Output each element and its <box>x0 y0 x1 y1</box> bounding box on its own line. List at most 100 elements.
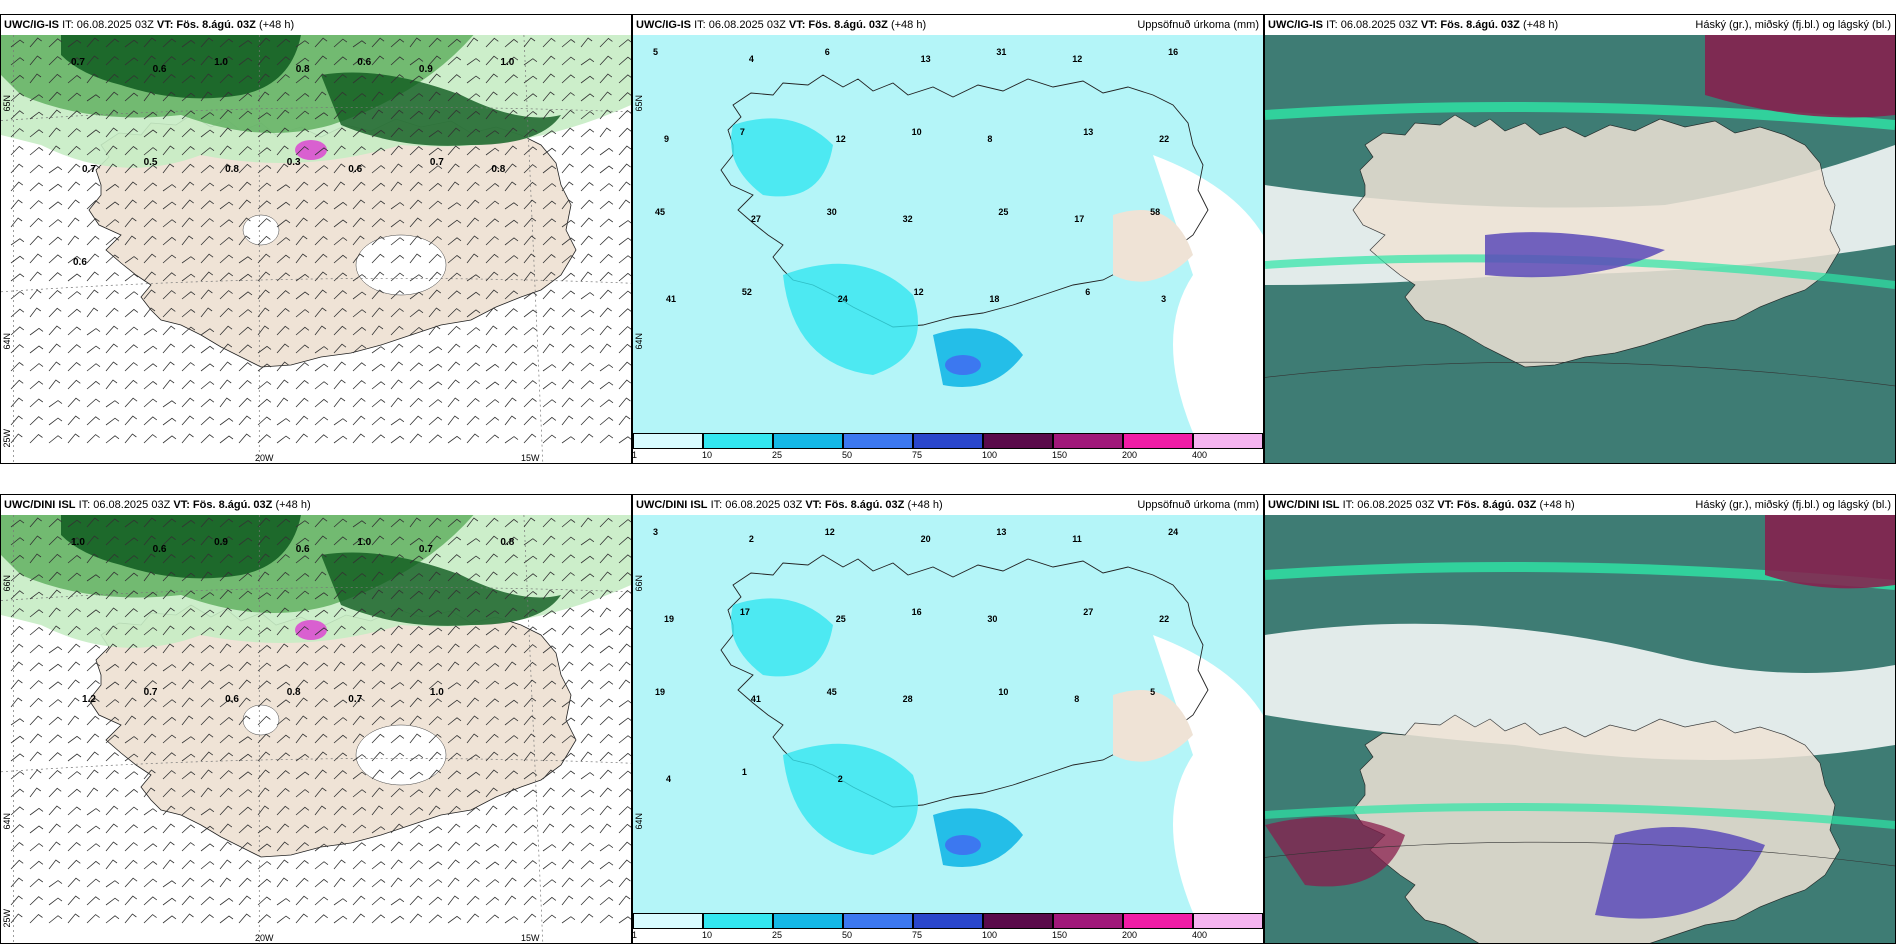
wind-barb <box>409 860 423 870</box>
precip-map: 3212201311241917251630272219414528108541… <box>633 515 1263 913</box>
wind-barb <box>561 554 576 564</box>
wind-barb <box>618 572 631 582</box>
wind-barb <box>333 74 347 84</box>
wind-barb <box>485 589 498 600</box>
wind-barb <box>105 643 118 654</box>
wind-barb <box>561 272 576 282</box>
wind-barb <box>428 91 441 102</box>
value-label: 18 <box>989 294 999 304</box>
wind-barb <box>276 272 291 282</box>
wind-barb <box>124 643 138 654</box>
wind-barb <box>580 235 593 246</box>
wind-barb <box>29 111 44 120</box>
value-label: 32 <box>903 214 913 224</box>
wind-barb <box>599 307 612 318</box>
wind-barb <box>238 520 253 528</box>
wind-barb <box>105 361 118 372</box>
wind-barb <box>105 769 119 780</box>
colorbar-tick: 50 <box>842 930 853 940</box>
wind-barb <box>333 877 346 888</box>
wind-barb <box>428 571 441 582</box>
wind-barb <box>295 555 310 564</box>
wind-barb <box>580 75 595 84</box>
wind-barb <box>48 38 62 48</box>
wind-barb <box>428 680 443 690</box>
wind-barb <box>390 325 404 336</box>
wind-barb <box>485 289 499 300</box>
wind-barb <box>466 433 480 444</box>
graticule-line <box>1 758 631 773</box>
wind-barb <box>504 308 518 318</box>
wind-barb <box>447 163 460 174</box>
wind-barb <box>86 825 101 834</box>
wind-barb <box>599 607 612 618</box>
wind-barb <box>409 415 423 426</box>
wind-barb <box>257 592 272 600</box>
wind-barb <box>485 751 499 762</box>
wind-barb <box>618 625 631 636</box>
wind-barb <box>200 733 214 744</box>
wind-barb <box>105 880 120 888</box>
wind-barb <box>181 715 194 726</box>
wind-barb <box>542 236 556 246</box>
wind-barb <box>447 415 460 426</box>
wind-barb <box>371 416 386 426</box>
wind-barb <box>409 697 422 708</box>
lon-label: 25W <box>2 429 12 448</box>
wind-barb <box>371 129 386 138</box>
wind-barb <box>86 37 100 48</box>
wind-barb <box>257 363 272 372</box>
wind-barb <box>561 415 574 426</box>
wind-barb <box>561 699 576 708</box>
wind-barb <box>409 181 423 192</box>
wind-barb <box>466 164 480 174</box>
wind-barb <box>276 307 290 318</box>
wind-barb <box>29 433 43 444</box>
wind-barb <box>352 128 367 138</box>
wind-barb <box>219 805 233 816</box>
wind-barb <box>542 787 555 798</box>
wind-barb <box>314 517 328 528</box>
wind-barb <box>86 129 101 138</box>
wind-barb <box>86 715 100 726</box>
wind-barb <box>580 842 595 852</box>
wind-barb <box>200 896 215 906</box>
map-panel-dini-wind: UWC/DINI ISL IT: 06.08.2025 03Z VT: Fös.… <box>0 494 632 944</box>
wind-barb <box>542 37 556 48</box>
wind-barb <box>86 535 99 546</box>
wind-barb <box>162 518 177 528</box>
wind-barb <box>599 127 612 138</box>
wind-barb <box>29 697 43 708</box>
wind-barb <box>200 535 213 546</box>
wind-barb <box>86 380 101 390</box>
wind-barb <box>276 74 290 84</box>
wind-barb <box>542 553 556 564</box>
cloud-layers-map <box>1265 35 1895 463</box>
init-time: IT: 06.08.2025 03Z <box>694 19 786 31</box>
wind-barb <box>200 129 215 138</box>
wind-barb <box>390 74 404 84</box>
wind-barb <box>409 590 424 600</box>
wind-barb <box>181 661 195 672</box>
wind-barb <box>200 398 215 408</box>
wind-barb <box>276 237 291 246</box>
wind-barb <box>371 235 385 246</box>
wind-barb <box>48 823 61 834</box>
wind-barb <box>485 165 500 174</box>
wind-barb <box>333 661 346 672</box>
wind-barb <box>10 344 24 354</box>
wind-barb <box>561 181 574 192</box>
wind-barb <box>200 289 213 300</box>
wind-barb <box>162 272 176 282</box>
wind-barb <box>409 877 423 888</box>
wind-barb <box>561 109 575 120</box>
wind-barb <box>580 895 594 906</box>
wind-barb <box>86 235 100 246</box>
value-label: 0.7 <box>71 57 85 68</box>
wind-barb <box>257 698 271 708</box>
wind-barb <box>48 518 62 528</box>
wind-barb <box>542 517 556 528</box>
wind-barb <box>314 914 328 924</box>
wind-barb <box>219 716 234 726</box>
value-label: 0.7 <box>430 157 444 168</box>
